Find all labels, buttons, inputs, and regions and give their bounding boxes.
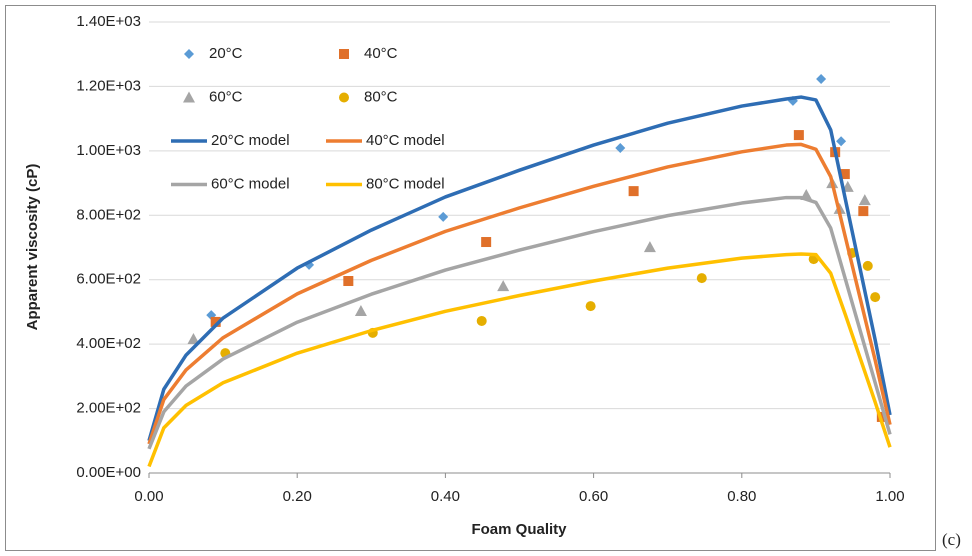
data-point bbox=[210, 316, 221, 327]
data-point bbox=[438, 211, 449, 222]
model-line bbox=[147, 252, 892, 468]
legend-label: 60°C model bbox=[211, 175, 290, 192]
data-point bbox=[187, 332, 200, 344]
data-point bbox=[354, 304, 367, 316]
y-tick-label: 8.00E+02 bbox=[76, 206, 141, 223]
data-point bbox=[476, 315, 487, 326]
x-axis-title: Foam Quality bbox=[471, 521, 567, 538]
data-point bbox=[628, 186, 639, 197]
data-point bbox=[858, 194, 871, 206]
data-point bbox=[481, 237, 492, 248]
legend-label: 80°C model bbox=[366, 175, 445, 192]
x-tick-label: 0.80 bbox=[727, 488, 756, 505]
x-tick-label: 0.40 bbox=[431, 488, 460, 505]
y-tick-label: 1.40E+03 bbox=[76, 13, 141, 30]
model-line bbox=[147, 195, 892, 450]
y-tick-label: 0.00E+00 bbox=[76, 464, 141, 481]
data-point bbox=[343, 276, 354, 287]
data-point bbox=[585, 301, 596, 312]
y-tick-label: 2.00E+02 bbox=[76, 400, 141, 417]
data-point bbox=[816, 74, 827, 85]
data-point bbox=[615, 142, 626, 153]
legend-label: 60°C bbox=[209, 88, 243, 105]
data-point bbox=[836, 136, 847, 147]
data-point bbox=[870, 292, 881, 303]
y-tick-label: 1.20E+03 bbox=[76, 77, 141, 94]
legend-label: 40°C model bbox=[366, 132, 445, 149]
model-line bbox=[147, 95, 892, 442]
y-tick-label: 6.00E+02 bbox=[76, 271, 141, 288]
y-tick-label: 4.00E+02 bbox=[76, 335, 141, 352]
panel-label: (c) bbox=[942, 530, 961, 549]
y-tick-label: 1.00E+03 bbox=[76, 142, 141, 159]
data-point bbox=[839, 169, 850, 180]
x-tick-label: 0.20 bbox=[283, 488, 312, 505]
model-line bbox=[147, 142, 892, 445]
x-tick-label: 1.00 bbox=[875, 488, 904, 505]
legend-label: 80°C bbox=[364, 88, 398, 105]
chart-frame bbox=[5, 5, 936, 551]
data-point bbox=[862, 260, 873, 271]
legend-label: 20°C model bbox=[211, 132, 290, 149]
x-tick-label: 0.00 bbox=[134, 488, 163, 505]
data-point bbox=[858, 206, 869, 217]
legend-label: 20°C bbox=[209, 45, 243, 62]
data-point bbox=[793, 130, 804, 141]
data-point bbox=[696, 273, 707, 284]
y-axis-title: Apparent viscosity (cP) bbox=[24, 164, 41, 331]
legend-marker bbox=[339, 92, 349, 103]
legend-marker bbox=[339, 49, 349, 59]
legend-marker bbox=[184, 49, 194, 59]
data-point bbox=[497, 280, 510, 292]
data-point bbox=[643, 241, 656, 253]
x-tick-label: 0.60 bbox=[579, 488, 608, 505]
legend-label: 40°C bbox=[364, 45, 398, 62]
legend-marker bbox=[183, 91, 195, 103]
